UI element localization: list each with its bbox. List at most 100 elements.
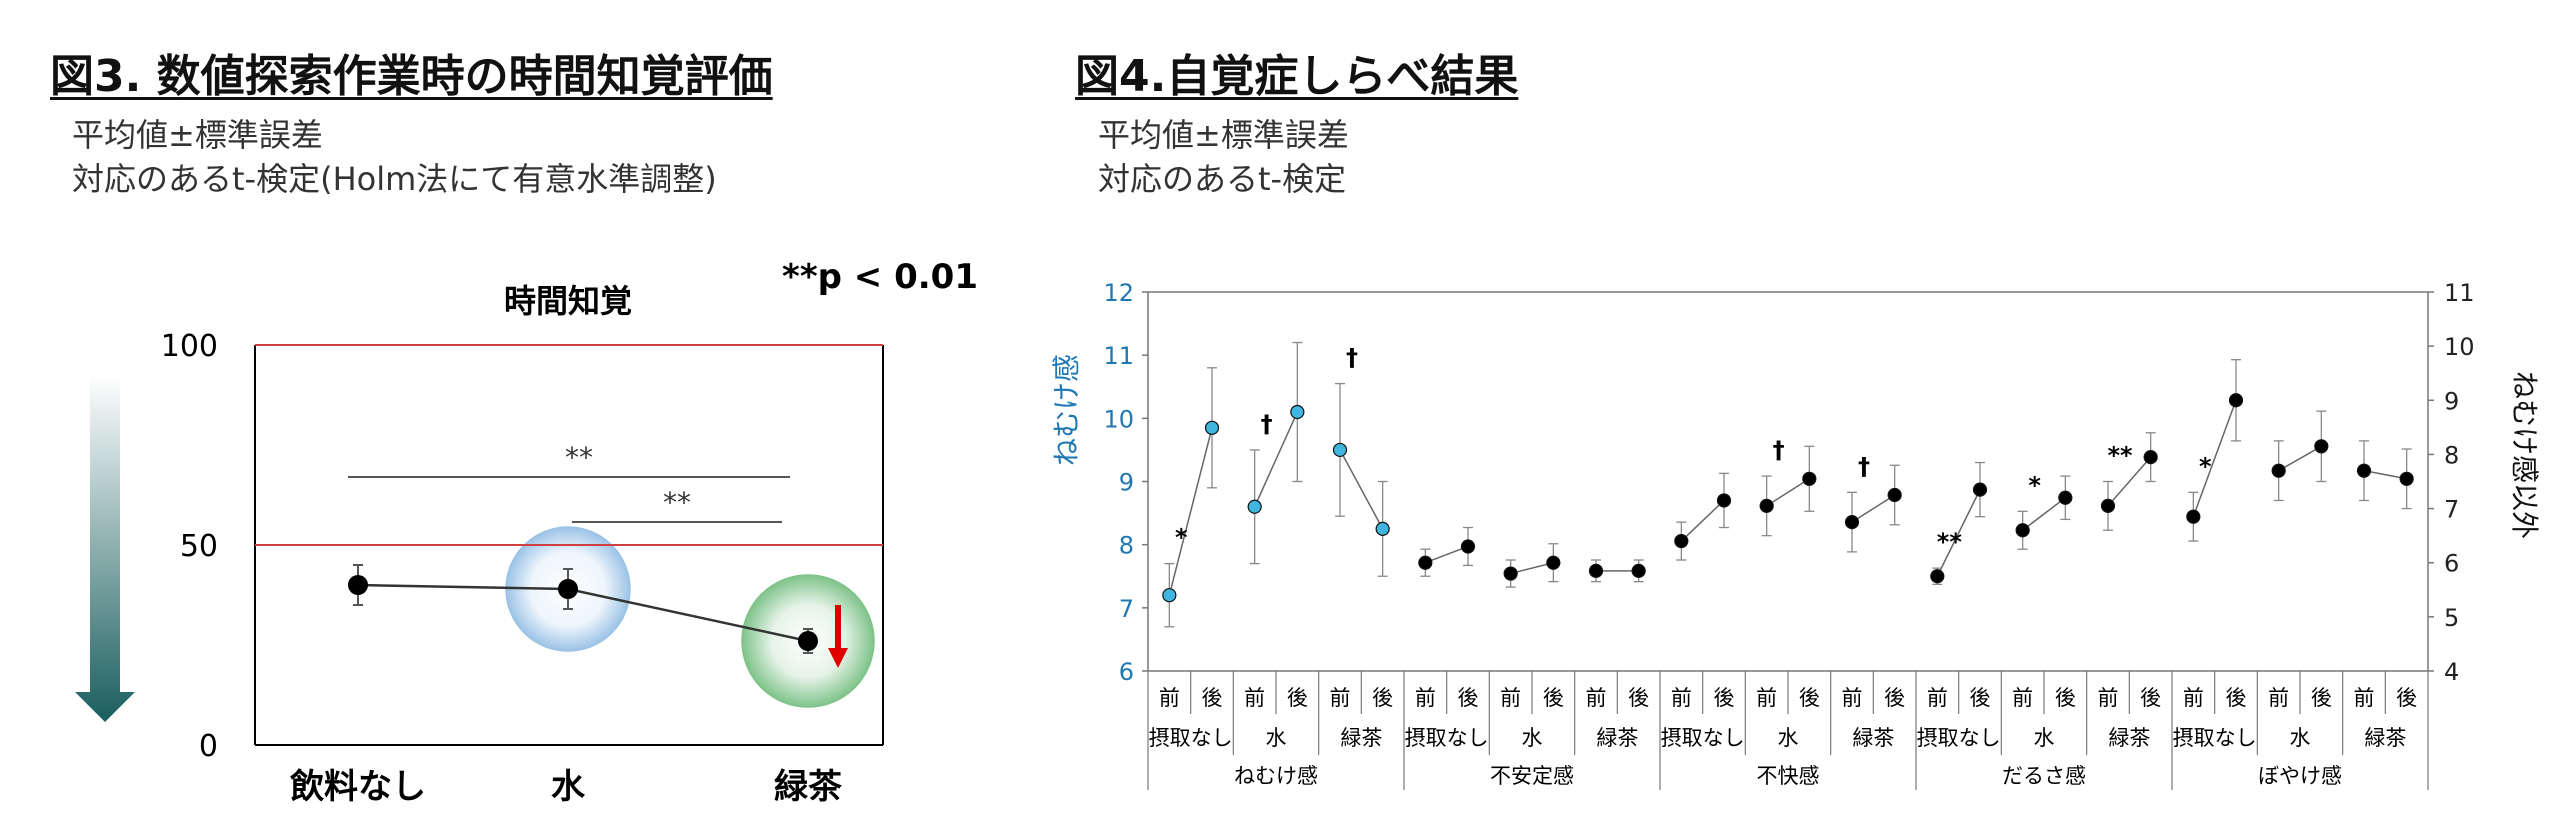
fig3-sig-label-1: ** bbox=[565, 441, 593, 474]
fig4-data-point bbox=[1674, 533, 1689, 549]
fig4-data-point bbox=[1716, 493, 1732, 508]
fig4-left-axis-label: ねむけ感 bbox=[1050, 354, 1083, 466]
fig4-timepoint-label: 後 bbox=[1372, 686, 1393, 710]
fig4-data-point bbox=[1332, 442, 1348, 458]
fig4-title: 図4.自覚症しらべ結果 bbox=[1075, 51, 1519, 102]
fig3-category-label: 緑茶 bbox=[774, 767, 843, 807]
fig4-left-tick-label: 12 bbox=[1103, 279, 1134, 307]
fig4-timepoint-label: 後 bbox=[1714, 686, 1735, 710]
fig4-timepoint-label: 前 bbox=[1244, 686, 1265, 710]
fig4-right-tick-label: 6 bbox=[2444, 550, 2459, 578]
fig4-pair-line bbox=[2022, 497, 2066, 531]
fig3-title: 図3. 数値探索作業時の時間知覚評価 bbox=[50, 51, 773, 102]
fig4-condition-label: 摂取なし bbox=[2173, 726, 2257, 750]
fig4-pair-line bbox=[2363, 469, 2407, 480]
fig4-timepoint-label: 前 bbox=[1159, 686, 1180, 710]
fig4-right-tick-label: 5 bbox=[2444, 604, 2459, 632]
fig4-left-tick-label: 6 bbox=[1119, 658, 1134, 686]
fig3-chart-title: 時間知覚 bbox=[504, 282, 632, 320]
fig4-pair-line bbox=[1339, 449, 1384, 530]
fig4-timepoint-label: 後 bbox=[2226, 686, 2247, 710]
fig4-condition-label: 緑茶 bbox=[1340, 726, 1382, 750]
fig4-data-point bbox=[1204, 420, 1220, 435]
fig4-sig-mark: ** bbox=[2107, 442, 2133, 470]
fig4-condition-label: 摂取なし bbox=[1917, 726, 2001, 750]
fig4-data-point bbox=[2058, 490, 2073, 505]
fig4-left-tick-label: 8 bbox=[1119, 532, 1134, 560]
fig4-data-point bbox=[2143, 450, 2158, 465]
fig4-timepoint-label: 後 bbox=[1628, 686, 1649, 710]
fig4-note-2: 対応のあるt-検定 bbox=[1098, 160, 1347, 198]
fig4-right-tick-label: 11 bbox=[2444, 279, 2475, 307]
fig4-timepoint-label: 前 bbox=[2012, 686, 2033, 710]
fig4-data-point bbox=[2100, 498, 2116, 513]
fig4-condition-label: 水 bbox=[2290, 726, 2311, 750]
fig4-timepoint-label: 後 bbox=[1202, 686, 1223, 710]
fig3-ytick-label: 100 bbox=[161, 329, 218, 364]
fig4-left-tick-label: 10 bbox=[1103, 405, 1134, 433]
fig4-condition-label: 緑茶 bbox=[1596, 726, 1638, 750]
fig3-ytick-label: 50 bbox=[180, 529, 218, 564]
fig4-right-tick-label: 4 bbox=[2444, 658, 2459, 686]
fig4-right-axis-label: ねむけ感以外 bbox=[2508, 371, 2541, 539]
fig4-group-label: ぼやけ感 bbox=[2258, 764, 2342, 788]
fig4-timepoint-label: 後 bbox=[1799, 686, 1820, 710]
fig4-sig-mark: † bbox=[1261, 410, 1273, 438]
fig3-data-point bbox=[348, 575, 368, 595]
fig4-condition-label: 水 bbox=[1778, 726, 1799, 750]
fig3-category-label: 水 bbox=[551, 767, 586, 807]
fig4-data-point bbox=[1460, 539, 1476, 554]
fig4-group-label: 不快感 bbox=[1757, 764, 1820, 788]
fig4-timepoint-label: 前 bbox=[1415, 686, 1436, 710]
fig4-data-point bbox=[1844, 515, 1860, 530]
fig4-data-point bbox=[2399, 471, 2414, 486]
fig4-sig-mark: * bbox=[2199, 452, 2212, 480]
fig4-data-point bbox=[1418, 555, 1433, 570]
fig4-right-tick-label: 8 bbox=[2444, 441, 2459, 469]
fig4-data-point bbox=[1503, 566, 1518, 581]
fig3-ytick-label: 0 bbox=[199, 729, 218, 764]
fig4-data-point bbox=[1759, 498, 1774, 513]
fig4-sig-mark: † bbox=[1858, 452, 1870, 480]
fig3-data-point bbox=[798, 631, 818, 651]
fig4-pair-line bbox=[1253, 411, 1299, 508]
fig4-pair-line bbox=[1510, 561, 1554, 575]
fig4-sig-mark: † bbox=[1346, 344, 1358, 372]
fig3-data-point bbox=[558, 579, 578, 599]
fig4-condition-label: 水 bbox=[2034, 726, 2055, 750]
fig4-timepoint-label: 後 bbox=[1287, 686, 1308, 710]
fig4-sig-mark: * bbox=[2028, 471, 2041, 499]
fig4-right-tick-label: 7 bbox=[2444, 496, 2459, 524]
fig4-timepoint-label: 前 bbox=[2098, 686, 2119, 710]
fig4-data-point bbox=[2314, 439, 2329, 454]
fig4-timepoint-label: 前 bbox=[1586, 686, 1607, 710]
fig3-note-1: 平均値±標準誤差 bbox=[72, 116, 323, 154]
fig4-note-1: 平均値±標準誤差 bbox=[1098, 116, 1349, 154]
fig4-timepoint-label: 後 bbox=[2396, 686, 2417, 710]
fig4-data-point bbox=[2186, 509, 2201, 524]
fig3-sig-legend: **p < 0.01 bbox=[782, 257, 978, 297]
fig4-timepoint-label: 前 bbox=[1927, 686, 1948, 710]
fig4-condition-label: 摂取なし bbox=[1661, 726, 1745, 750]
fig4-pair-line bbox=[1680, 499, 1725, 542]
fig4-timepoint-label: 前 bbox=[2268, 686, 2289, 710]
fig4-data-point bbox=[1802, 471, 1817, 486]
fig4-group-label: ねむけ感 bbox=[1234, 764, 1318, 788]
fig4-left-tick-label: 9 bbox=[1119, 469, 1134, 497]
fig4-data-point bbox=[1631, 563, 1646, 578]
fig4-data-point bbox=[2356, 463, 2372, 478]
fig4-group-label: 不安定感 bbox=[1490, 764, 1574, 788]
fig4-data-point bbox=[1887, 487, 1902, 503]
fig4-timepoint-label: 後 bbox=[2055, 686, 2076, 710]
fig3-category-label: 飲料なし bbox=[290, 767, 426, 807]
fig4-pair-line bbox=[2278, 445, 2322, 472]
fig4-sig-mark: ** bbox=[1937, 528, 1963, 556]
fig4-condition-label: 緑茶 bbox=[1852, 726, 1894, 750]
fig4-timepoint-label: 後 bbox=[1970, 686, 1991, 710]
fig4-pair-line bbox=[1851, 494, 1896, 523]
fig4-data-point bbox=[1290, 404, 1305, 420]
fig4-timepoint-label: 前 bbox=[1671, 686, 1692, 710]
fig4-sig-mark: † bbox=[1773, 436, 1785, 464]
fig4-timepoint-label: 前 bbox=[1756, 686, 1777, 710]
